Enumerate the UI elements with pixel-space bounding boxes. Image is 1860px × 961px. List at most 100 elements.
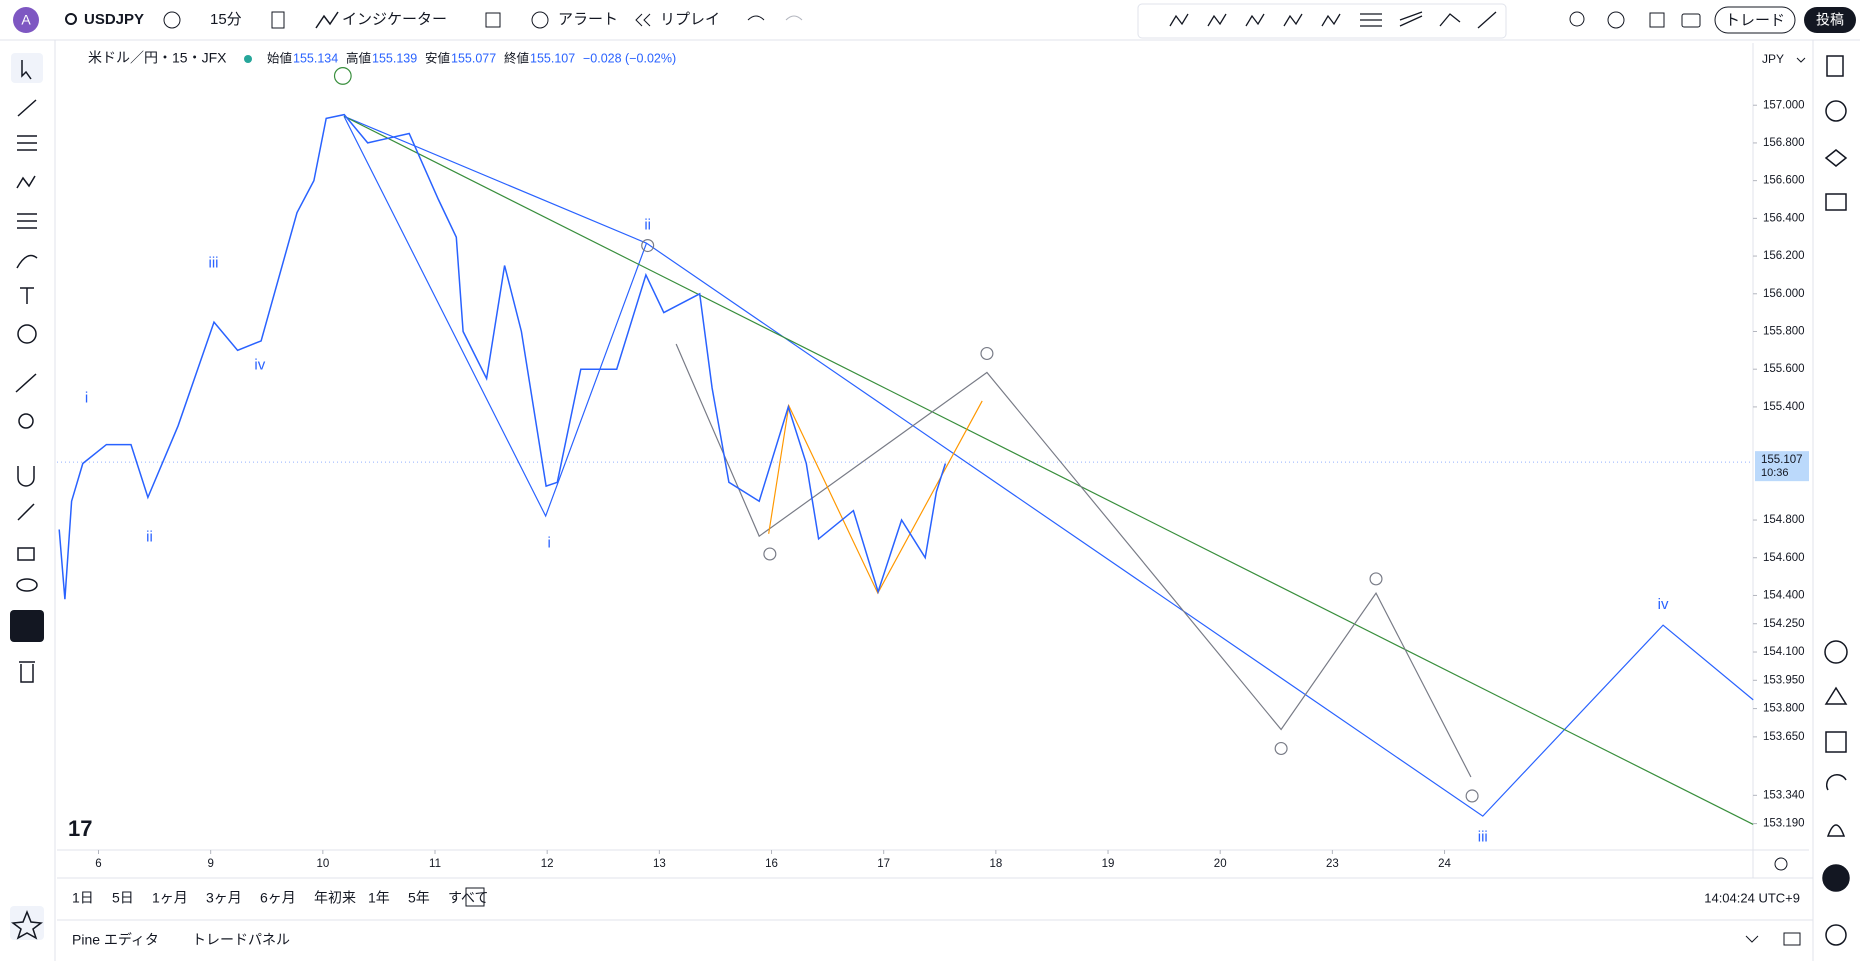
wave-label: iii (1478, 828, 1488, 845)
x-tick-label: 11 (429, 858, 441, 870)
wave-label: iv (254, 356, 265, 373)
undo-icon[interactable] (747, 15, 765, 21)
y-tick-label: 156.800 (1763, 137, 1805, 149)
legend-high: 155.139 (372, 51, 417, 65)
y-tick-label: 156.000 (1763, 288, 1805, 300)
x-tick-label: 17 (877, 858, 890, 870)
search-icon[interactable] (65, 13, 77, 25)
legend-close: 155.107 (530, 51, 575, 65)
alert-icon (531, 11, 549, 29)
settings-icon[interactable] (1607, 11, 1625, 29)
y-tick-label: 154.100 (1763, 646, 1805, 658)
tv-logo: 17 (68, 816, 92, 841)
range-button[interactable]: 1日 (72, 890, 94, 906)
legend-high-label: 高値 (346, 50, 371, 65)
avatar-letter: A (21, 12, 31, 28)
indicator-icon (315, 11, 339, 29)
x-tick-label: 20 (1214, 858, 1227, 870)
caret (1796, 57, 1806, 63)
currency[interactable]: JPY (1762, 52, 1784, 66)
range-button[interactable]: 年初来 (314, 890, 356, 906)
y-tick-label: 153.340 (1763, 789, 1805, 801)
countdown: 10:36 (1761, 467, 1789, 479)
y-tick-label: 153.950 (1763, 674, 1805, 686)
legend-symbol: 米ドル／円・15・JFX (88, 50, 227, 66)
x-tick-label: 9 (207, 858, 213, 870)
publish-button[interactable] (1804, 7, 1856, 33)
range-button[interactable]: 1年 (368, 890, 390, 906)
y-tick-label: 154.800 (1763, 514, 1805, 526)
clock: 14:04:24 UTC+9 (1704, 890, 1800, 905)
y-tick-label: 155.600 (1763, 363, 1805, 375)
alert[interactable]: アラート (558, 11, 618, 28)
y-tick-label: 156.400 (1763, 212, 1805, 224)
y-tick-label: 153.650 (1763, 731, 1805, 743)
zoom-icon[interactable] (1569, 11, 1585, 27)
snapshot-icon[interactable] (1681, 13, 1701, 28)
range-bar: 1日 5日 1ヶ月 3ヶ月 6ヶ月 年初来 1年 5年 すべて (72, 890, 488, 906)
date-range-icon[interactable] (465, 887, 485, 907)
x-tick-label: 6 (95, 858, 101, 870)
range-button[interactable]: 5日 (112, 890, 134, 906)
current-price-tag (1755, 451, 1809, 482)
publish-label: 投稿 (1816, 12, 1844, 28)
x-tick-label: 23 (1326, 858, 1339, 870)
replay[interactable]: リプレイ (660, 11, 720, 28)
x-tick-label: 10 (316, 858, 329, 870)
price-line (58, 113, 947, 600)
symbol[interactable]: USDJPY (84, 11, 144, 28)
x-tick-label: 19 (1102, 858, 1115, 870)
redo-icon[interactable] (785, 15, 803, 21)
x-tick-label: 13 (653, 858, 666, 870)
wave-label: i (548, 534, 551, 551)
collapse-icon[interactable] (1745, 935, 1759, 943)
current-price-label: 155.107 (1761, 454, 1803, 466)
replay-icon (635, 13, 651, 27)
maximize-icon[interactable] (1783, 932, 1801, 946)
market-status (244, 55, 252, 63)
wave-label: iv (1658, 596, 1669, 613)
y-tick-label: 153.190 (1763, 818, 1805, 830)
indicators[interactable]: インジケーター (342, 11, 447, 28)
y-tick-label: 155.800 (1763, 326, 1805, 338)
fullscreen-icon[interactable] (1649, 12, 1665, 28)
legend-low: 155.077 (451, 51, 496, 65)
axis-settings[interactable] (1774, 857, 1788, 871)
orange-wave (768, 400, 983, 595)
y-tick-label: 156.600 (1763, 175, 1805, 187)
left-tools[interactable] (10, 53, 44, 940)
x-tick-label: 12 (541, 858, 554, 870)
chart-type-icon[interactable] (271, 11, 285, 29)
drawing-toolbar (1137, 3, 1507, 39)
range-button[interactable]: 1ヶ月 (152, 890, 188, 906)
panel-tab[interactable]: Pine エディタ (72, 932, 159, 948)
panel-tab[interactable]: トレードパネル (192, 932, 290, 948)
gray-projection (675, 343, 1472, 778)
trade-button[interactable] (1714, 6, 1796, 34)
interval[interactable]: 15分 (210, 11, 242, 28)
x-tick-label: 24 (1438, 858, 1451, 870)
drawing-tools (1169, 11, 1497, 29)
x-tick-label: 16 (765, 858, 778, 870)
trade-label: トレード (1725, 12, 1785, 29)
range-button[interactable]: 5年 (408, 890, 430, 906)
price-chart: 157.000 156.800 156.600 156.400 156.200 156.0… (57, 99, 1809, 870)
right-sidebar[interactable] (1822, 55, 1850, 946)
legend-open-label: 始値 (267, 50, 292, 65)
avatar[interactable] (13, 7, 39, 33)
layout-icon[interactable] (485, 12, 501, 28)
range-button[interactable]: すべて (448, 890, 488, 906)
range-button[interactable]: 3ヶ月 (206, 890, 242, 906)
y-tick-label: 153.800 (1763, 703, 1805, 715)
x-tick-label: 18 (989, 858, 1002, 870)
blue-projection (343, 115, 1754, 817)
wave-label: i (85, 390, 88, 407)
legend-open: 155.134 (293, 51, 338, 65)
legend-change: −0.028 (−0.02%) (583, 51, 676, 65)
wave-label: ii (146, 528, 153, 545)
top-toolbar (0, 0, 1860, 40)
range-button[interactable]: 6ヶ月 (260, 890, 296, 906)
wave-label: iii (209, 254, 219, 271)
add-icon[interactable] (163, 11, 181, 29)
